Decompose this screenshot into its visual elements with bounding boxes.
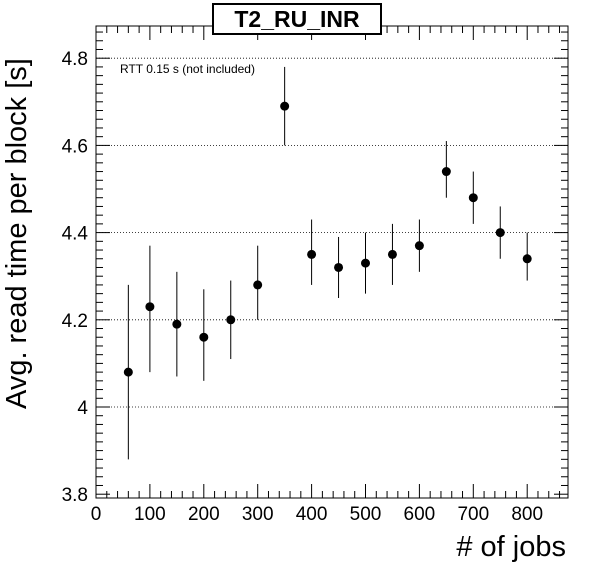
x-tick-label: 700 — [457, 504, 489, 525]
data-point — [387, 223, 397, 285]
data-marker — [495, 228, 505, 238]
x-tick-label: 500 — [350, 504, 382, 525]
data-marker — [307, 249, 317, 259]
y-tick-label: 4 — [77, 398, 88, 419]
y-tick-label: 3.8 — [62, 485, 88, 506]
data-marker — [387, 249, 397, 259]
x-tick-label: 600 — [404, 504, 436, 525]
data-point — [414, 219, 424, 272]
data-marker — [123, 367, 133, 377]
data-point — [253, 245, 263, 320]
data-points — [123, 66, 532, 460]
data-point — [441, 141, 451, 198]
data-point — [145, 245, 155, 373]
chart-title-text: T2_RU_INR — [234, 5, 360, 32]
data-marker — [145, 302, 155, 312]
data-point — [522, 232, 532, 281]
data-marker — [334, 262, 344, 272]
y-axis-label: Avg. read time per block [s] — [1, 58, 33, 409]
x-tick-label: 300 — [242, 504, 274, 525]
data-marker — [414, 241, 424, 251]
y-gridlines — [96, 57, 568, 408]
data-marker — [253, 280, 263, 290]
data-marker — [468, 193, 478, 203]
x-tick-label: 0 — [91, 504, 102, 525]
data-marker — [522, 254, 532, 264]
y-tick-label: 4.8 — [62, 49, 88, 70]
x-tick-label: 400 — [296, 504, 328, 525]
data-point — [280, 66, 290, 146]
data-point — [468, 171, 478, 224]
data-marker — [226, 315, 236, 325]
data-point — [307, 219, 317, 285]
x-tick-label: 800 — [511, 504, 543, 525]
data-point — [334, 236, 344, 298]
x-axis-ticks: 0 100 200 300 400 500 600 700 800 — [91, 26, 561, 525]
data-marker — [280, 101, 290, 111]
data-point — [361, 232, 370, 294]
y-tick-label: 4.2 — [62, 311, 88, 332]
y-tick-label: 4.4 — [62, 224, 89, 245]
y-tick-label: 4.6 — [62, 136, 88, 157]
data-point — [199, 289, 209, 381]
x-tick-label: 200 — [188, 504, 220, 525]
plot-frame — [95, 25, 569, 499]
data-point — [495, 206, 505, 259]
x-tick-label: 100 — [134, 504, 166, 525]
data-point — [226, 280, 236, 360]
data-marker — [172, 319, 182, 329]
data-marker — [199, 332, 209, 342]
data-point — [123, 284, 133, 460]
data-marker — [361, 258, 370, 268]
y-axis-ticks: 3.8 4 4.2 4.4 4.6 4.8 — [62, 31, 568, 506]
annotation-text: RTT 0.15 s (not included) — [120, 62, 255, 76]
data-point — [172, 271, 182, 377]
data-marker — [441, 167, 451, 177]
chart-title: T2_RU_INR — [212, 3, 382, 35]
x-axis-label: # of jobs — [456, 531, 566, 563]
